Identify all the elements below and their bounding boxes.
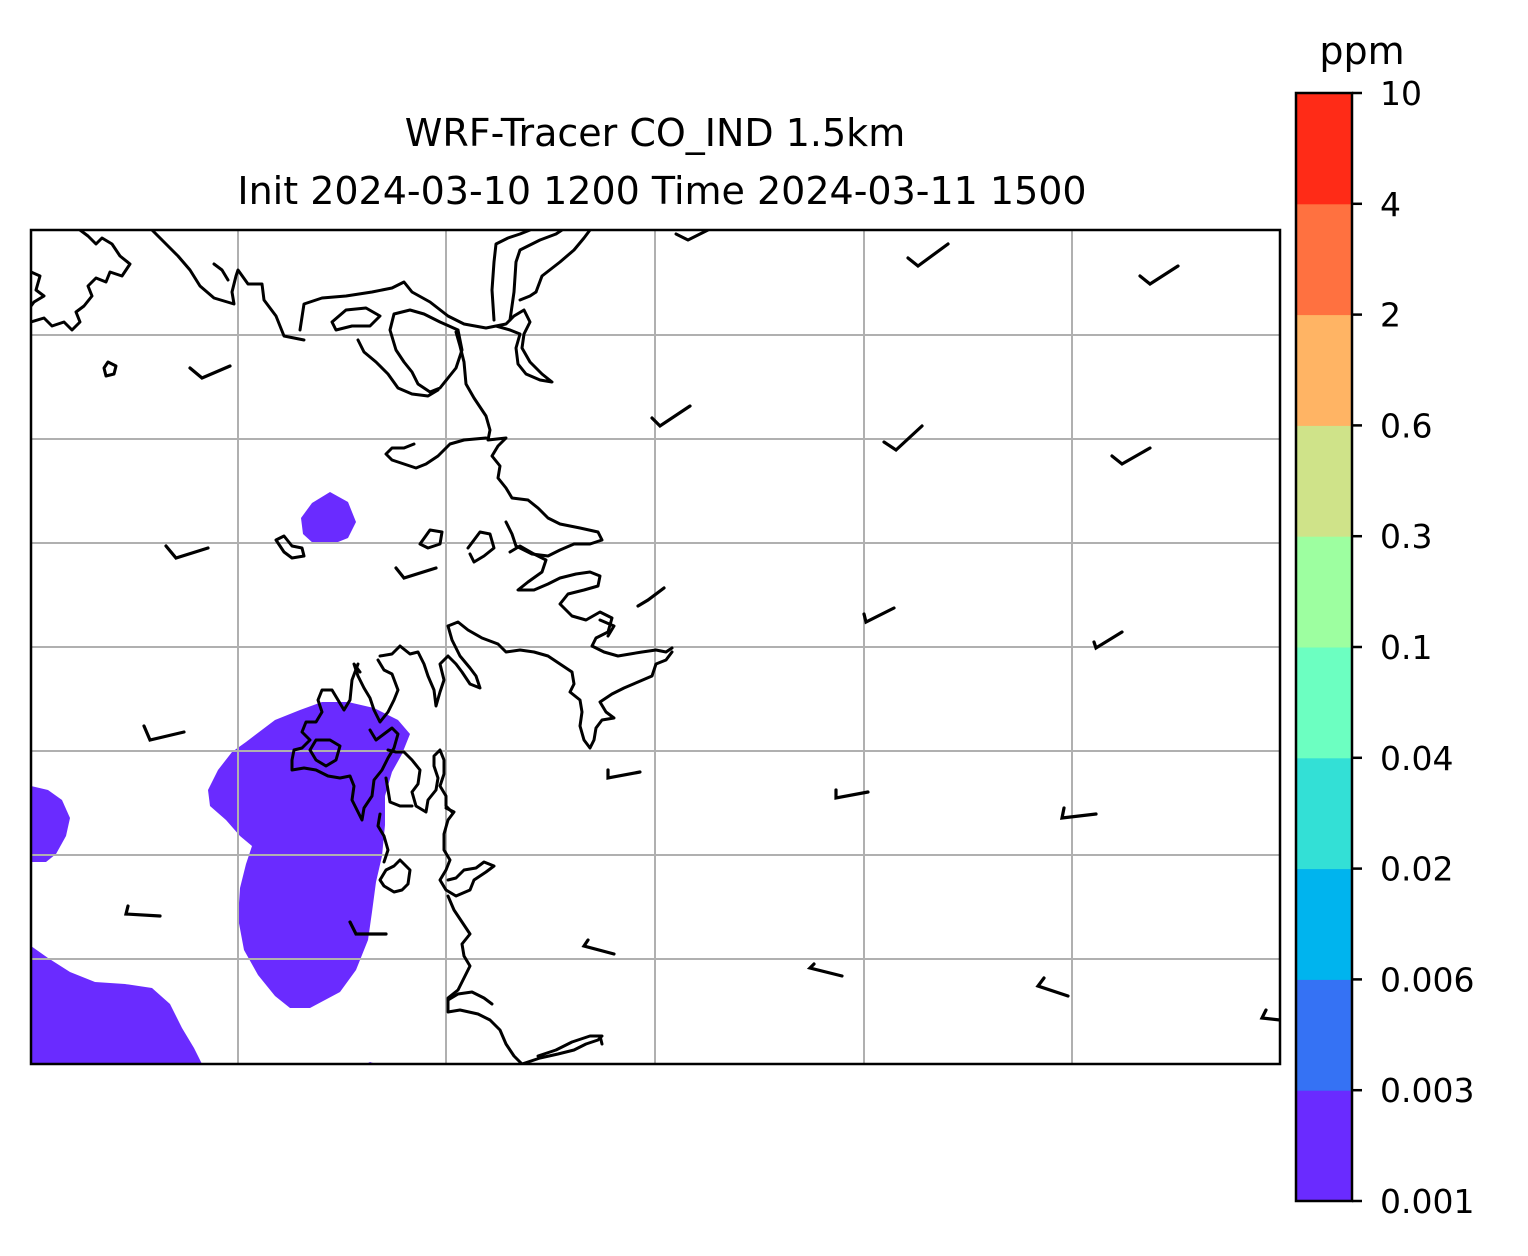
wind-barb [1092,630,1124,651]
coastline-south-channel-2 [446,990,494,1006]
colorbar-tick-label: 0.006 [1380,960,1474,999]
coastline-northwest-2 [31,230,132,332]
gridlines [31,230,1280,1064]
wind-barb [581,938,616,956]
wind-barb [650,404,692,429]
wind-barb [1259,1008,1280,1022]
wind-barb [142,724,186,742]
colorbar: ppm 0.001 0.003 0.006 0.02 0.04 0.1 0.3 0.6 2 4 10 [1294,29,1474,1221]
colorbar-block [1296,647,1352,759]
coastline-islet-west [102,360,118,378]
colorbar-tick-label: 10 [1380,74,1422,113]
coastline-north-2 [212,262,230,282]
wind-barb [394,566,438,580]
wind-barb [123,904,162,918]
coastline-east-point [598,618,616,638]
title-line-1: WRF-Tracer CO_IND 1.5km [405,111,905,155]
wind-barb [1059,806,1098,820]
coastline-inner-west-2 [308,738,342,768]
coastline-north-inlet-3 [534,230,592,294]
colorbar-ticks: 0.001 0.003 0.006 0.02 0.04 0.1 0.3 0.6 2 4 10 [1352,74,1474,1221]
colorbar-tick-label: 0.3 [1380,517,1432,556]
title-line-2: Init 2024-03-10 1200 Time 2024-03-11 150… [237,169,1086,213]
coastline-north-right [518,290,538,302]
coastline-island-top [330,306,382,332]
colorbar-block [1296,314,1352,426]
colorbar-block [1296,536,1352,648]
colorbar-block [1296,425,1352,537]
wind-barb [188,364,232,380]
colorbar-block [1296,868,1352,980]
wind-barb [164,544,210,560]
coastline-lower-west-2 [352,658,400,724]
coastline-small-bay [418,528,444,550]
coastline-south-channel [446,894,524,1064]
wind-barb [882,424,924,453]
coastline-main-west-bank [388,308,464,394]
coastline-mid-inlets-2 [508,544,674,658]
coastline-south-east-spit [520,1034,604,1064]
colorbar-tick-label: 2 [1380,296,1401,335]
wind-barb [806,962,844,978]
coastline-central-river [454,330,604,558]
coastline-lower-west [378,624,482,708]
coastline-lower-mid-2 [384,776,414,808]
coastline-north-1 [150,230,306,342]
colorbar-block [1296,93,1352,205]
coastline-lower-mid [386,748,454,814]
wind-barb [906,242,950,269]
colorbar-block [1296,979,1352,1091]
plume-west-edge [31,786,70,862]
wind-barb [834,788,870,800]
map-panel [29,228,1282,1066]
colorbar-tick-label: 4 [1380,185,1401,224]
coastline-south-east-spit-2 [598,1034,604,1046]
plume-southwest [31,946,202,1064]
coastline [31,230,710,1064]
coastline-islet-north [674,230,710,242]
coastline-far-south-river-2 [376,812,390,864]
coastline-lower-east [438,806,496,898]
map-frame [29,228,1282,1066]
coastline-inner-west [290,662,400,822]
coastline-northwest [31,270,46,308]
colorbar-block [1296,757,1352,870]
colorbar-tick-label: 0.6 [1380,406,1432,445]
coastline-peninsula [298,280,554,384]
colorbar-tick-label: 0.02 [1380,850,1453,889]
wind-barb [1035,976,1070,998]
wind-barb [348,920,388,936]
coastline-far-south-river [378,858,412,894]
coastline-north-inlet [490,230,532,322]
colorbar-tick-label: 0.001 [1380,1182,1474,1221]
wind-barb [636,586,666,608]
coastline-north-inlet-2 [508,230,564,322]
colorbar-blocks [1296,93,1352,1202]
coastline-mid-inlets [466,530,496,564]
coastline-lower-main [446,620,674,750]
wind-barb [862,606,896,625]
colorbar-block [1296,203,1352,316]
coastline-river-west [384,436,488,470]
coastline-inlet-west [356,338,440,398]
colorbar-tick-label: 0.1 [1380,628,1432,667]
colorbar-block [1296,1090,1352,1202]
wind-barb [1110,446,1152,466]
wind-barb [606,768,642,780]
colorbar-tick-label: 0.003 [1380,1071,1474,1110]
wind-barbs [123,242,1280,1022]
colorbar-unit-label: ppm [1319,29,1404,73]
wind-barb [1138,264,1180,286]
colorbar-tick-label: 0.04 [1380,739,1453,778]
plume-small-north [301,492,356,544]
coastline-island-mid [274,534,306,560]
